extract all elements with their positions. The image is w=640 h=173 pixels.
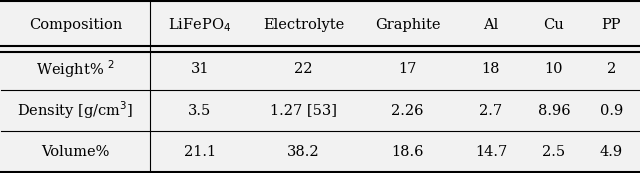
Text: 31: 31 xyxy=(191,62,209,76)
Text: 10: 10 xyxy=(545,62,563,76)
Text: Volume%: Volume% xyxy=(41,145,109,159)
Text: Graphite: Graphite xyxy=(374,18,440,32)
Text: 18: 18 xyxy=(482,62,500,76)
Text: 2.7: 2.7 xyxy=(479,103,502,117)
Text: 2.5: 2.5 xyxy=(543,145,566,159)
Text: 2: 2 xyxy=(607,62,616,76)
Text: Al: Al xyxy=(483,18,499,32)
Text: 0.9: 0.9 xyxy=(600,103,623,117)
Text: 2.26: 2.26 xyxy=(391,103,424,117)
Text: 8.96: 8.96 xyxy=(538,103,570,117)
Text: 17: 17 xyxy=(398,62,417,76)
Text: Composition: Composition xyxy=(29,18,122,32)
Text: 18.6: 18.6 xyxy=(391,145,424,159)
Text: 38.2: 38.2 xyxy=(287,145,320,159)
Text: 14.7: 14.7 xyxy=(475,145,507,159)
Text: Weight% $^2$: Weight% $^2$ xyxy=(36,58,115,80)
Text: 22: 22 xyxy=(294,62,313,76)
Text: 3.5: 3.5 xyxy=(188,103,211,117)
Text: Density [g/cm$^3$]: Density [g/cm$^3$] xyxy=(17,100,134,121)
Text: Cu: Cu xyxy=(543,18,564,32)
Text: Electrolyte: Electrolyte xyxy=(263,18,344,32)
Text: 21.1: 21.1 xyxy=(184,145,216,159)
Text: 1.27 [53]: 1.27 [53] xyxy=(270,103,337,117)
Text: PP: PP xyxy=(602,18,621,32)
Text: LiFePO$_4$: LiFePO$_4$ xyxy=(168,16,231,34)
Text: 4.9: 4.9 xyxy=(600,145,623,159)
